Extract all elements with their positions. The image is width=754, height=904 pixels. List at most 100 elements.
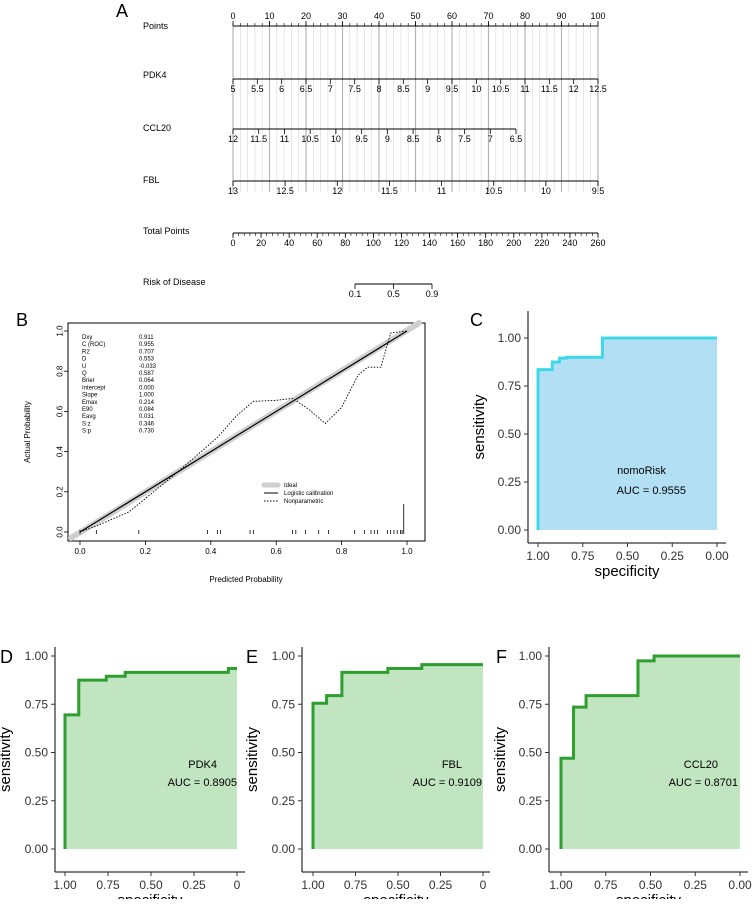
nomogram-tick-label: 8.5	[407, 134, 420, 144]
nomogram-tick-label: 5	[230, 84, 235, 94]
nomogram-tick-label: 30	[337, 11, 347, 21]
calibration-stat-name: U	[82, 364, 86, 370]
nomogram-tick-label: 10.5	[301, 134, 319, 144]
nomogram-tick-label: 20	[256, 238, 266, 248]
nomogram-tick-label: 260	[590, 238, 605, 248]
nomogram-tick-label: 12.5	[589, 84, 607, 94]
panel-letter-c: C	[470, 310, 483, 330]
roc-auc-label: AUC = 0.9555	[617, 485, 686, 497]
roc-x-tick-label: 0.00	[705, 549, 729, 563]
calibration-stat-name: R2	[82, 349, 90, 355]
nomogram-tick-label: 0.9	[426, 289, 439, 299]
nomogram-tick-label: 9	[385, 134, 390, 144]
roc-y-axis-title: sensitivity	[471, 394, 488, 460]
roc-model-label: CCL20	[684, 759, 718, 771]
roc-x-tick-label: 0.25	[661, 549, 685, 563]
nomogram-tick-label: 6	[279, 84, 284, 94]
calibration-stat-name: S:z	[82, 421, 91, 427]
calibration-stat-value: 0.084	[139, 407, 155, 413]
roc-x-tick-label: 1.00	[526, 549, 550, 563]
roc-area-fill	[538, 338, 717, 530]
nomogram-tick-label: 240	[562, 238, 577, 248]
roc-y-tick-label: 0.25	[272, 794, 296, 808]
nomogram-tick-label: 100	[366, 238, 381, 248]
nomogram-tick-label: 9.5	[355, 134, 368, 144]
nomogram-tick-label: 11.5	[250, 134, 267, 144]
calibration-stat-name: C (ROC)	[82, 342, 105, 348]
calibration-stat-name: Brier	[82, 378, 95, 384]
roc-model-label: PDK4	[188, 759, 217, 771]
roc-x-tick-label: 0.25	[182, 878, 206, 892]
panel-letter-f: F	[496, 647, 507, 667]
calibration-x-axis-title: Predicted Probability	[209, 575, 282, 584]
calibration-stat-name: Emax	[82, 400, 97, 406]
roc-x-tick-label: 0	[234, 878, 241, 892]
nomogram-tick-label: 9.5	[592, 186, 605, 196]
nomogram-tick-label: 7.5	[458, 134, 471, 144]
nomogram-tick-label: 220	[534, 238, 549, 248]
nomogram-tick-label: 13	[228, 186, 238, 196]
roc-y-tick-label: 0.50	[25, 746, 49, 760]
roc-auc-label: AUC = 0.9109	[413, 777, 482, 789]
calibration-stat-value: 0.955	[139, 342, 155, 348]
calibration-stat-value: 0.911	[139, 335, 154, 341]
roc-panel-c: C 0.00 0.25 0.50 0.75 1.00 1.00 0.75 0.50 0.25 0.0…	[470, 310, 729, 580]
roc-y-axis-title: sensitivity	[492, 726, 509, 792]
calibration-nonparametric-line	[79, 330, 408, 533]
roc-y-tick-label: 0.50	[519, 746, 543, 760]
nomogram-tick-label: 60	[447, 11, 457, 21]
nomogram-tick-label: 200	[506, 238, 521, 248]
roc-y-axis-title: sensitivity	[244, 726, 261, 792]
calibration-stat-name: S:p	[82, 429, 92, 435]
calibration-x-tick-label: 0.6	[271, 547, 283, 556]
roc-model-label: nomoRisk	[617, 465, 666, 477]
roc-y-tick-label: 0.25	[25, 794, 49, 808]
roc-x-tick-label: 0.50	[139, 878, 163, 892]
calibration-stat-name: Q	[82, 371, 87, 377]
calibration-legend-label: Logistic calibration	[284, 491, 333, 497]
roc-y-tick-label: 0.75	[498, 379, 522, 393]
calibration-stat-name: E90	[82, 407, 93, 413]
calibration-stat-value: 0.031	[139, 414, 155, 420]
roc-y-axis-title: sensitivity	[0, 726, 14, 792]
nomogram-tick-label: 0	[230, 238, 235, 248]
roc-curve-line	[63, 667, 237, 849]
nomogram-row-label-0: Points	[143, 21, 169, 31]
calibration-stat-name: D	[82, 357, 87, 363]
nomogram-tick-label: 10	[331, 134, 341, 144]
nomogram-tick-label: 40	[374, 11, 384, 21]
calibration-legend-label: Nonparametric	[284, 499, 323, 505]
calibration-logistic-line	[79, 330, 408, 533]
roc-y-tick-label: 1.00	[272, 649, 296, 663]
roc-x-axis-title: specificity	[616, 892, 682, 899]
calibration-x-tick-label: 1.0	[401, 547, 413, 556]
roc-x-tick-label: 1.00	[549, 878, 573, 892]
calibration-y-tick-label: 1.0	[55, 325, 64, 337]
nomogram-tick-label: 80	[340, 238, 350, 248]
roc-x-tick-label: 0.00	[728, 878, 752, 892]
roc-x-tick-label: 0.75	[571, 549, 595, 563]
nomogram-tick-label: 10	[541, 186, 551, 196]
nomogram-tick-label: 120	[394, 238, 409, 248]
nomogram-tick-label: 9	[425, 84, 430, 94]
nomogram-tick-label: 70	[483, 11, 493, 21]
roc-y-tick-label: 0.00	[272, 842, 296, 856]
nomogram-tick-label: 0.5	[387, 289, 400, 299]
roc-y-tick-label: 0.75	[519, 697, 543, 711]
nomogram-tick-label: 50	[410, 11, 420, 21]
calibration-x-tick-label: 0.2	[140, 547, 152, 556]
calibration-plot-frame	[67, 322, 426, 542]
roc-area-fill	[313, 664, 483, 849]
nomogram-tick-label: 100	[590, 11, 605, 21]
calibration-stat-value: 0.064	[139, 378, 155, 384]
roc-x-tick-label: 0.50	[639, 878, 663, 892]
nomogram-tick-label: 11.5	[541, 84, 558, 94]
nomogram-tick-label: 160	[450, 238, 465, 248]
calibration-y-axis-title: Actual Probability	[23, 401, 32, 463]
nomogram-tick-label: 7	[328, 84, 333, 94]
calibration-stat-value: 0.553	[139, 357, 155, 363]
roc-area-fill	[65, 668, 237, 849]
roc-x-tick-label: 0.50	[386, 878, 410, 892]
roc-x-axis-title: specificity	[363, 892, 429, 899]
roc-y-tick-label: 0.25	[519, 794, 543, 808]
